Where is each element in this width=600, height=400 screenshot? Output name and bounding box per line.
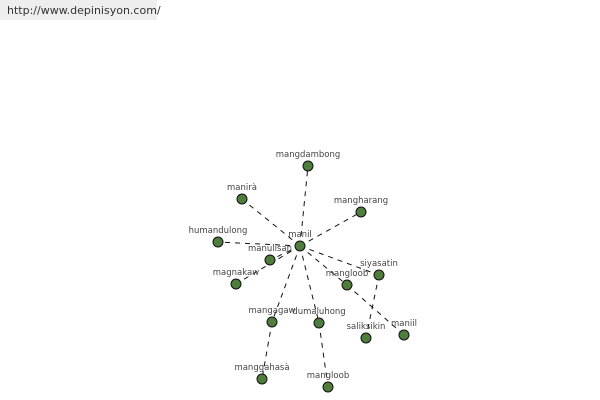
edge	[346, 284, 405, 336]
node-label: manulisan	[248, 244, 292, 254]
edge	[241, 198, 301, 247]
edge	[271, 245, 301, 323]
edge	[235, 245, 301, 285]
node-label: manirà	[227, 183, 257, 193]
node-saliksikin[interactable]	[360, 332, 372, 344]
node-label: dumaluhong	[292, 307, 345, 317]
node-label: manggahasà	[234, 363, 289, 373]
edge	[318, 322, 329, 388]
edge	[299, 245, 320, 324]
edge	[217, 241, 301, 247]
node-mangharang[interactable]	[355, 206, 367, 218]
node-label: mangharang	[334, 196, 388, 206]
node-manirà[interactable]	[236, 193, 248, 205]
node-label: mangloob	[307, 371, 349, 381]
node-mangloob[interactable]	[322, 381, 334, 393]
node-manulisan[interactable]	[264, 254, 276, 266]
node-label: manil	[288, 230, 312, 240]
edge	[365, 274, 380, 339]
node-label: magnakaw	[213, 268, 259, 278]
node-label: mangdambong	[276, 150, 341, 160]
edge	[299, 211, 362, 247]
node-mangagaw[interactable]	[266, 316, 278, 328]
node-manil[interactable]	[294, 240, 306, 252]
node-mangloob[interactable]	[341, 279, 353, 291]
node-mangdambong[interactable]	[302, 160, 314, 172]
edge	[299, 245, 380, 276]
node-dumaluhong[interactable]	[313, 317, 325, 329]
edge	[299, 245, 348, 286]
url-label[interactable]: http://www.depinisyon.com/	[0, 0, 161, 20]
node-label: mangloob	[326, 269, 368, 279]
node-humandulong[interactable]	[212, 236, 224, 248]
node-maniil[interactable]	[398, 329, 410, 341]
node-siyasatin[interactable]	[373, 269, 385, 281]
edge	[299, 165, 309, 247]
node-label: siyasatin	[360, 259, 398, 269]
node-magnakaw[interactable]	[230, 278, 242, 290]
node-manggahasà[interactable]	[256, 373, 268, 385]
node-label: humandulong	[189, 226, 248, 236]
node-label: maniil	[391, 319, 417, 329]
node-label: saliksikin	[347, 322, 386, 332]
node-label: mangagaw	[248, 306, 295, 316]
